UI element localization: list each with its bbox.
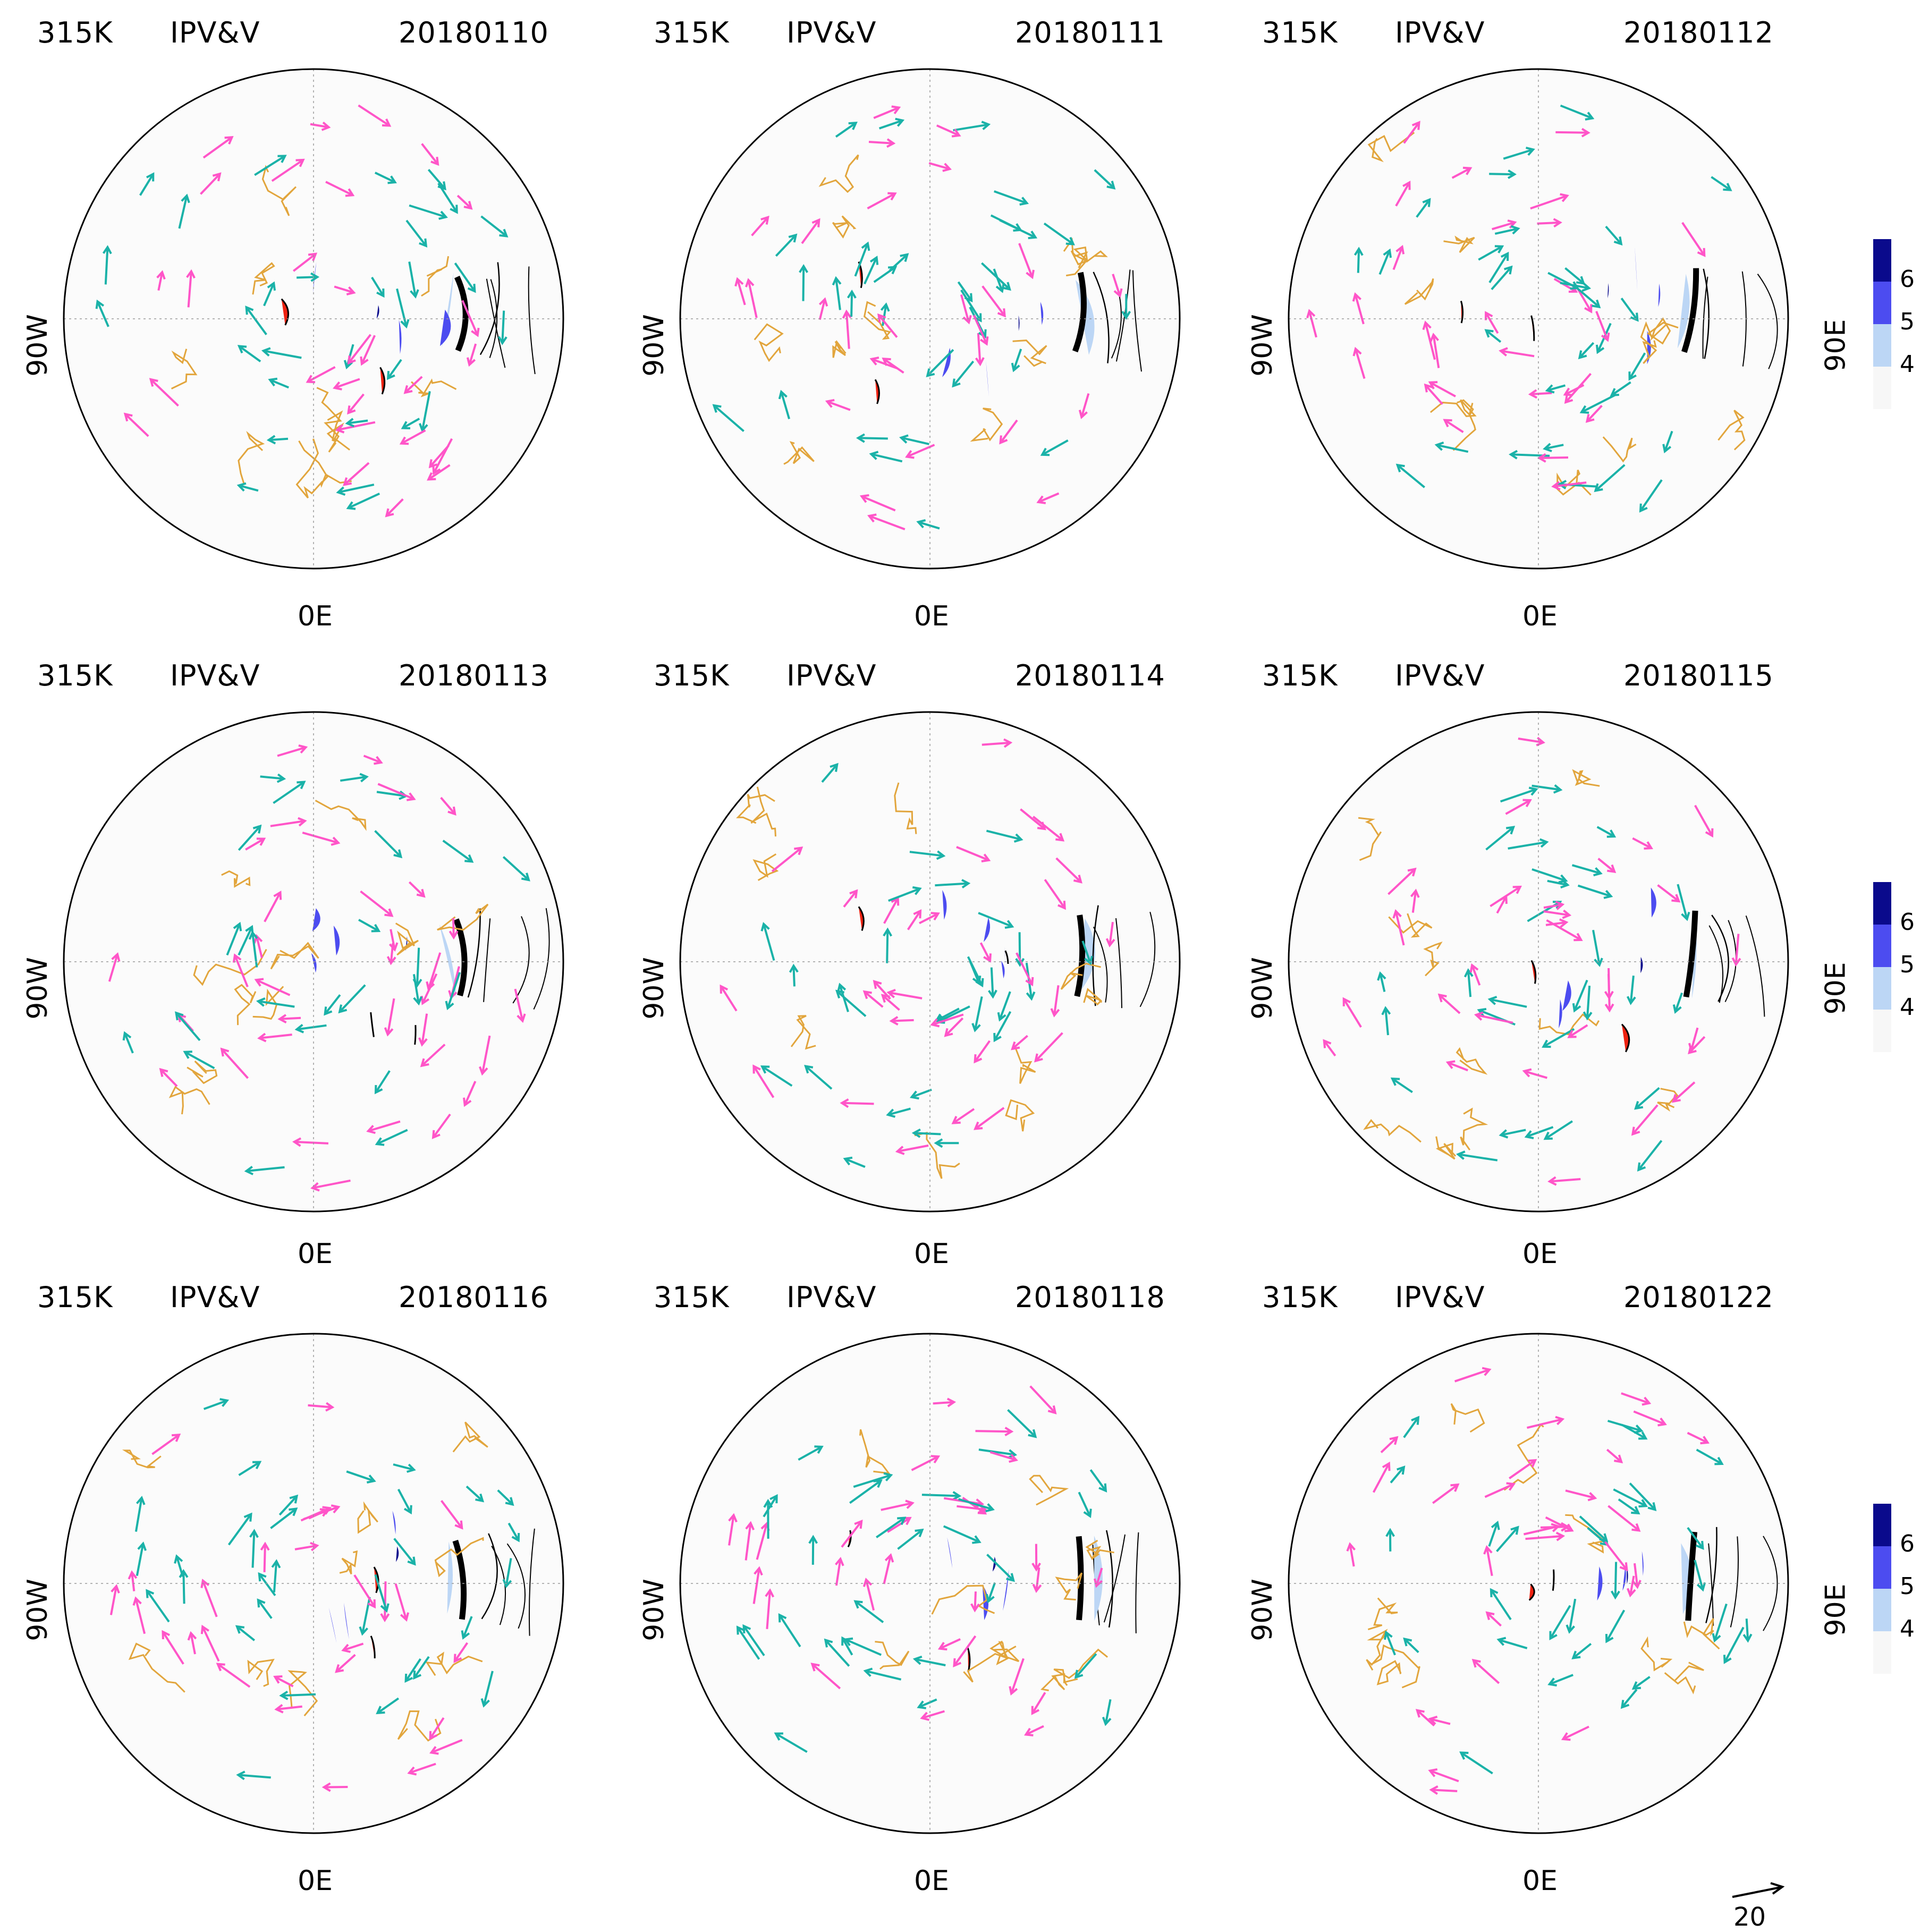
map-panel-1: 315K IPV&V 20180110 90W 0E — [16, 11, 632, 638]
colorbar-swatch-6 — [1873, 239, 1891, 282]
longitude-left-label: 90W — [638, 314, 670, 377]
longitude-right-label: 90E — [1820, 962, 1852, 1014]
polar-map — [632, 685, 1249, 1238]
colorbar-label: 5 — [1900, 951, 1915, 978]
colorbar-label: 5 — [1900, 1573, 1915, 1600]
longitude-bottom-label: 0E — [914, 1238, 949, 1270]
pv-negative-region — [1553, 1570, 1554, 1591]
map-panel-3: 315K IPV&V 20180112 90W 90E 0E — [1241, 11, 1857, 638]
colorbar-swatch-4 — [1873, 967, 1891, 1010]
colorbar-label: 6 — [1900, 1530, 1915, 1557]
polar-map — [16, 43, 632, 595]
map-panel-9: 315K IPV&V 20180122 90W 90E 0E — [1241, 1275, 1857, 1902]
colorbar-swatch-below — [1873, 1631, 1891, 1674]
colorbar-label: 4 — [1900, 351, 1915, 378]
longitude-left-label: 90W — [1247, 314, 1279, 377]
colorbar-swatch-4 — [1873, 1589, 1891, 1631]
pv-negative-region — [415, 1025, 416, 1045]
longitude-right-label: 90E — [1820, 1583, 1852, 1636]
polar-map — [1241, 685, 1857, 1238]
longitude-left-label: 90W — [638, 1579, 670, 1641]
longitude-bottom-label: 0E — [298, 600, 333, 632]
colorbar-swatch-5 — [1873, 282, 1891, 324]
colorbar-swatch-5 — [1873, 925, 1891, 967]
longitude-bottom-label: 0E — [1522, 1865, 1558, 1897]
longitude-right-label: 90E — [1820, 319, 1852, 371]
map-panel-5: 315K IPV&V 20180114 90W 0E — [632, 654, 1249, 1281]
longitude-left-label: 90W — [1247, 957, 1279, 1020]
colorbar-label: 5 — [1900, 308, 1915, 335]
longitude-bottom-label: 0E — [914, 1865, 949, 1897]
longitude-left-label: 90W — [22, 1579, 54, 1641]
map-panel-2: 315K IPV&V 20180111 90W 0E — [632, 11, 1249, 638]
polar-map — [1241, 43, 1857, 595]
longitude-bottom-label: 0E — [1522, 1238, 1558, 1270]
polar-map — [632, 43, 1249, 595]
longitude-bottom-label: 0E — [298, 1238, 333, 1270]
colorbar-swatch-below — [1873, 367, 1891, 409]
colorbar-swatch-5 — [1873, 1546, 1891, 1589]
colorbar-label: 4 — [1900, 1615, 1915, 1642]
colorbar-swatch-below — [1873, 1010, 1891, 1052]
colorbar-swatch-6 — [1873, 882, 1891, 925]
longitude-bottom-label: 0E — [298, 1865, 333, 1897]
colorbar-label: 6 — [1900, 909, 1915, 936]
longitude-left-label: 90W — [638, 957, 670, 1020]
polar-map — [1241, 1307, 1857, 1860]
longitude-left-label: 90W — [22, 314, 54, 377]
polar-map — [16, 685, 632, 1238]
map-panel-7: 315K IPV&V 20180116 90W 0E — [16, 1275, 632, 1902]
map-panel-4: 315K IPV&V 20180113 90W 0E — [16, 654, 632, 1281]
map-panel-6: 315K IPV&V 20180115 90W 90E 0E — [1241, 654, 1857, 1281]
reference-vector-label: 20 — [1733, 1902, 1766, 1932]
colorbar-swatch-4 — [1873, 324, 1891, 367]
colorbar-label: 4 — [1900, 994, 1915, 1021]
longitude-left-label: 90W — [22, 957, 54, 1020]
colorbar-swatch-6 — [1873, 1504, 1891, 1546]
colorbar-label: 6 — [1900, 266, 1915, 293]
map-panel-8: 315K IPV&V 20180118 90W 0E — [632, 1275, 1249, 1902]
polar-map — [16, 1307, 632, 1860]
longitude-bottom-label: 0E — [1522, 600, 1558, 632]
polar-map — [632, 1307, 1249, 1860]
longitude-left-label: 90W — [1247, 1579, 1279, 1641]
longitude-bottom-label: 0E — [914, 600, 949, 632]
